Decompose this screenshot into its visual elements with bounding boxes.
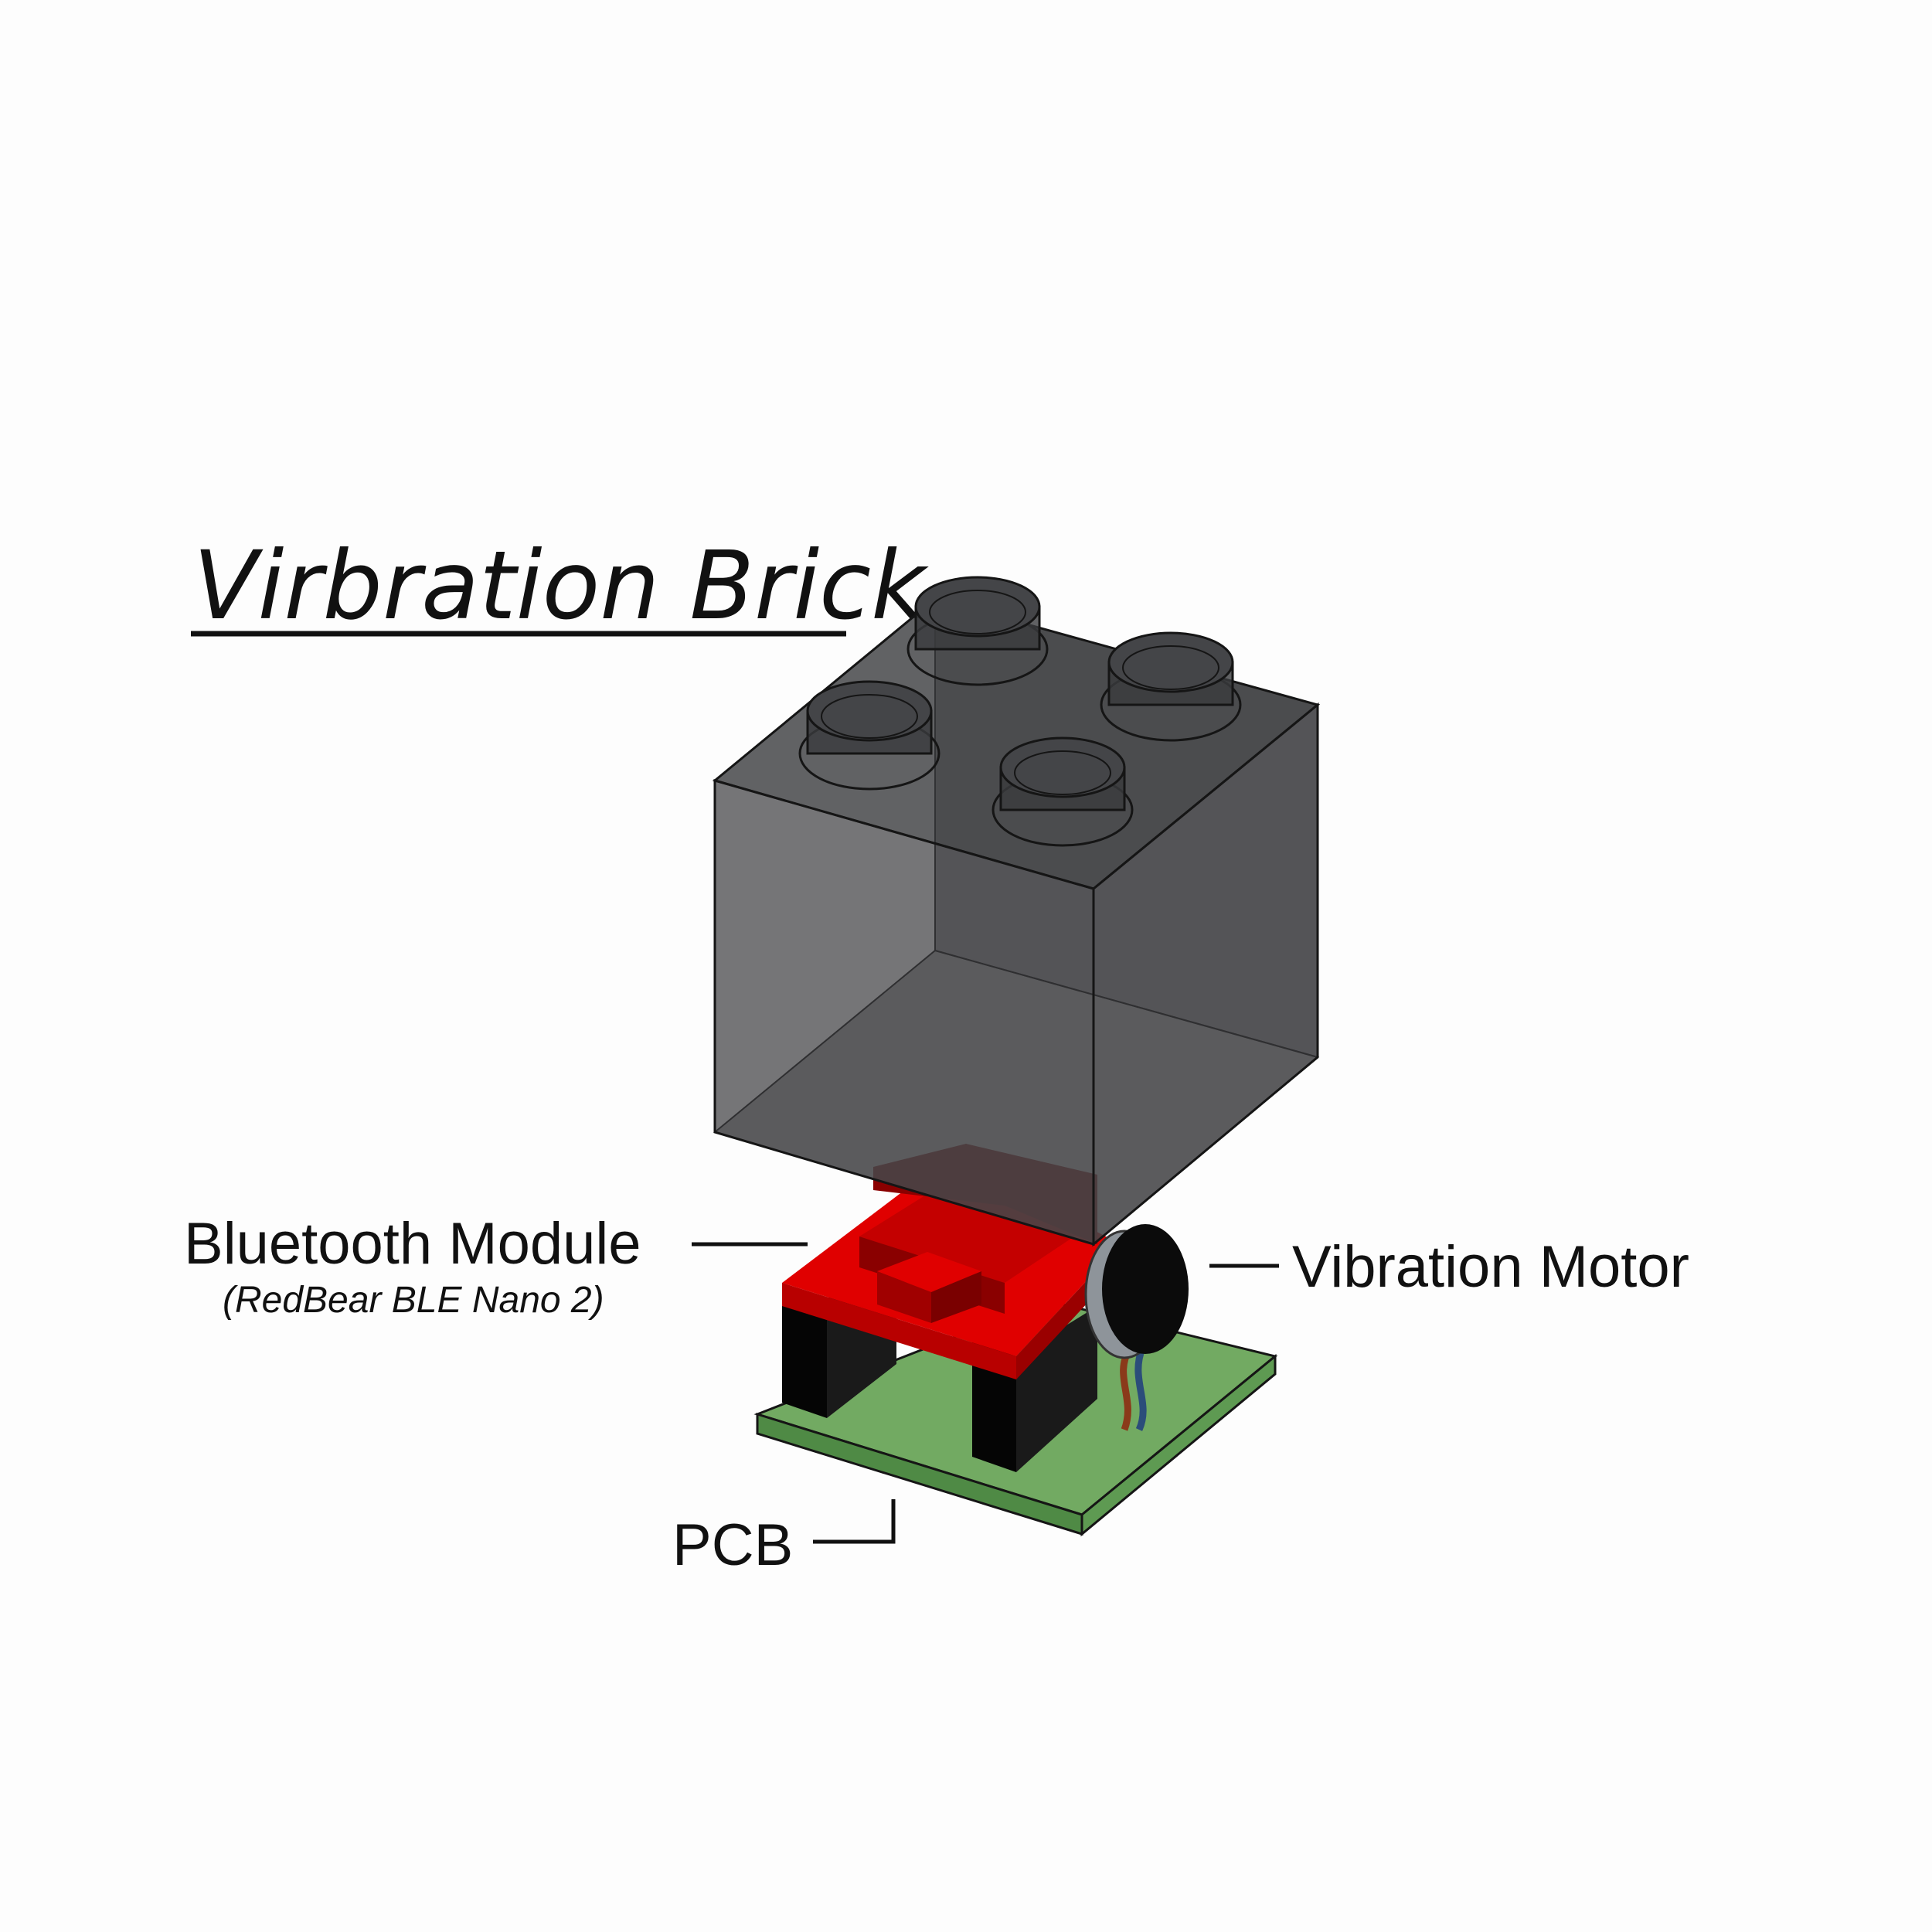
brick-side-face <box>1092 702 1319 1247</box>
standoff-left-front <box>782 1283 827 1418</box>
module-chip-top <box>877 1252 981 1292</box>
vibration-motor <box>1084 1224 1189 1359</box>
brick-stud-right <box>1100 631 1242 742</box>
brick-stud-right-inner <box>1122 645 1219 690</box>
vibration-motor-label: Vibration Motor <box>1292 1234 1689 1300</box>
callout-pcb: PCB <box>672 1499 896 1578</box>
title-text: Virbration Brick <box>193 531 929 641</box>
motor-wire-blue <box>1134 1347 1147 1431</box>
pcb-leader <box>813 1499 896 1544</box>
translucent-brick <box>712 576 1321 1247</box>
brick-stud-front <box>992 736 1134 847</box>
diagram-title: Virbration Brick <box>191 531 929 641</box>
pcb-side-face <box>1080 1353 1277 1537</box>
bluetooth-module-label: Bluetooth Module <box>184 1211 641 1277</box>
brick-stud-right-top <box>1107 631 1234 693</box>
brick-stud-left-inner <box>821 694 918 739</box>
module-front-face <box>782 1283 1016 1379</box>
brick-stud-front-inner <box>1014 750 1111 795</box>
brick-stud-left <box>798 680 940 791</box>
brick-stud-left-top <box>806 680 933 742</box>
brick-stud-back-inner <box>929 590 1026 634</box>
pcb-label: PCB <box>672 1512 793 1578</box>
callout-vibration-motor: Vibration Motor <box>1209 1234 1689 1300</box>
brick-stud-back-top <box>914 576 1041 638</box>
module-chip-front <box>877 1271 931 1323</box>
bluetooth-module-detail: (RedBear BLE Nano 2) <box>223 1280 604 1321</box>
module-chip-side <box>931 1271 981 1323</box>
brick-stud-front-top <box>999 736 1126 798</box>
motor-face <box>1102 1224 1189 1354</box>
callout-bluetooth-module: Bluetooth Module (RedBear BLE Nano 2) <box>184 1211 808 1321</box>
brick-stud-back <box>906 576 1049 686</box>
